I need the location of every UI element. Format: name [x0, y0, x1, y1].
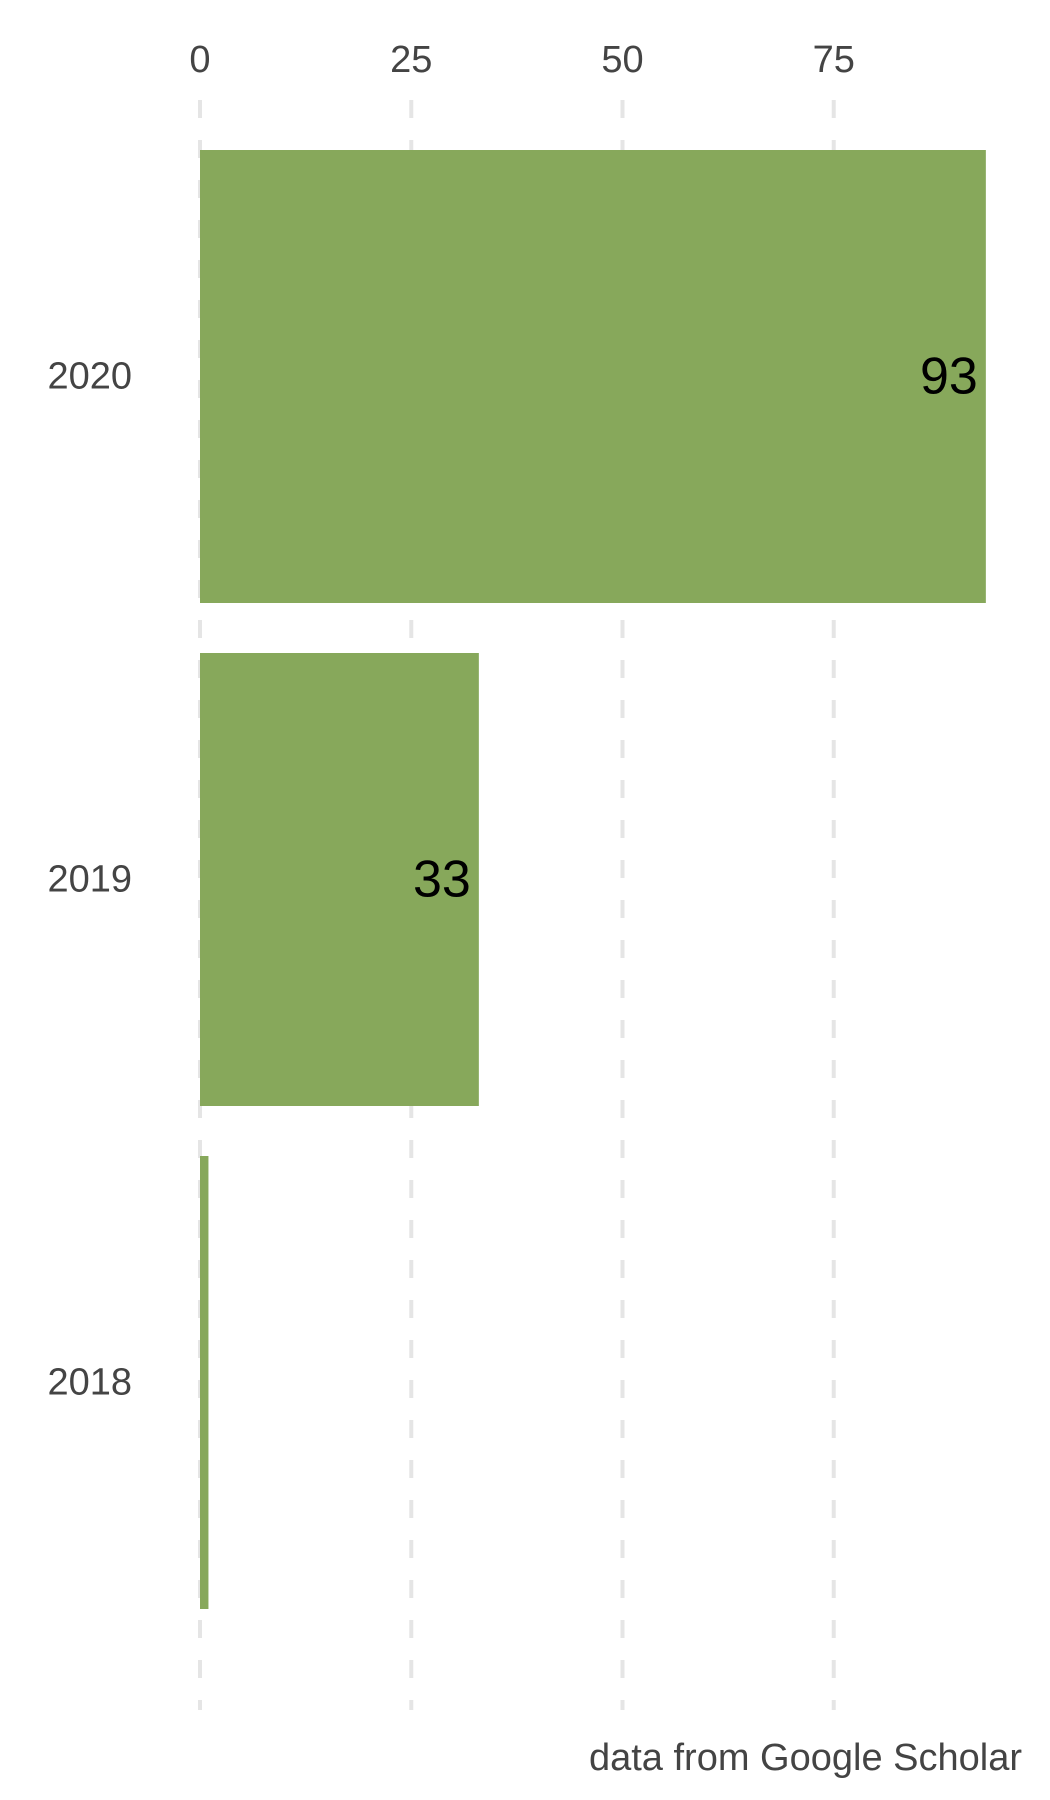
y-category-label: 2019 — [47, 859, 132, 901]
bar-2019 — [200, 653, 479, 1106]
bar-value-label: 93 — [920, 348, 978, 406]
y-category-label: 2018 — [47, 1362, 132, 1404]
bars — [200, 150, 986, 1609]
chart-caption: data from Google Scholar — [589, 1737, 1022, 1779]
x-tick-label: 0 — [189, 39, 210, 81]
bar-value-label: 33 — [413, 851, 471, 909]
bar-2020 — [200, 150, 986, 603]
data-labels: 93 33 — [413, 348, 978, 909]
y-axis-categories: 2020 2019 2018 — [47, 356, 132, 1404]
x-axis-ticks: 0 25 50 75 — [189, 39, 854, 81]
y-category-label: 2020 — [47, 356, 132, 398]
x-tick-label: 25 — [390, 39, 432, 81]
bar-2018 — [200, 1156, 209, 1609]
x-tick-label: 75 — [813, 39, 855, 81]
x-tick-label: 50 — [601, 39, 643, 81]
